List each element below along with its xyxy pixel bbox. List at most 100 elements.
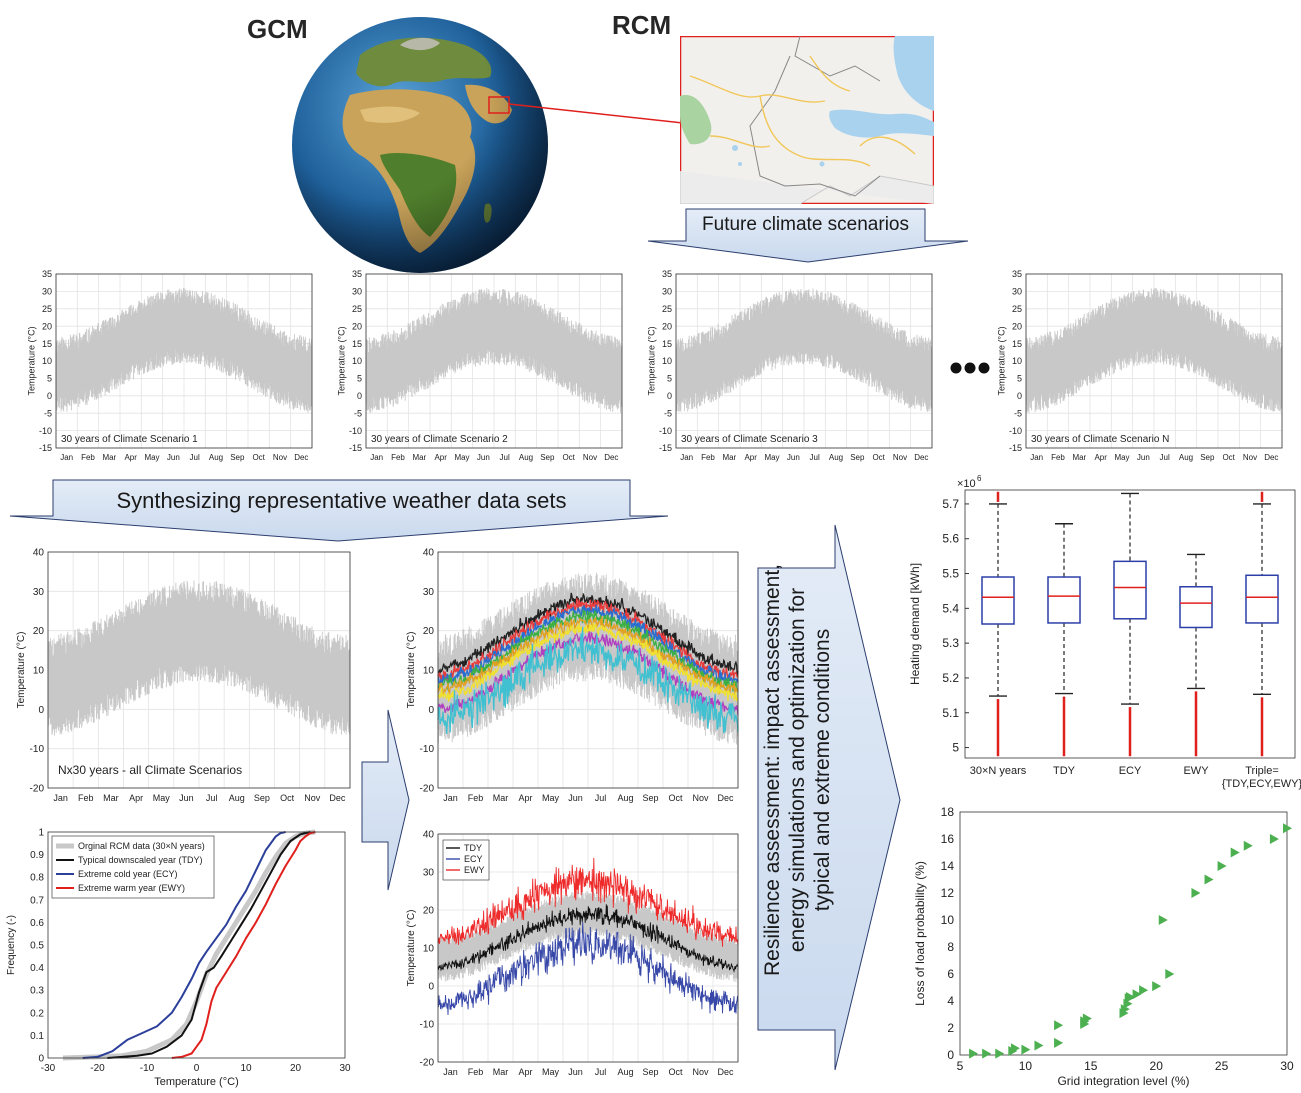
x-tick-label: Jun bbox=[179, 793, 194, 803]
y-tick-label: 30 bbox=[1012, 287, 1022, 297]
x-tick-label: 20 bbox=[1150, 1059, 1164, 1073]
tdy-ecy-ewy-chart: -20 -10 0 10 20 30 40 Jan Feb Mar Apr May Jun Jul Aug S… bbox=[406, 830, 739, 1077]
y-tick-label: 40 bbox=[423, 830, 435, 841]
y-tick-label: 2 bbox=[947, 1021, 954, 1035]
all-annotation: Nx30 years - all Climate Scenarios bbox=[58, 763, 242, 777]
y-tick-label: -10 bbox=[349, 426, 362, 436]
x-tick-label: Jun bbox=[787, 453, 800, 462]
x-tick-label: Jun bbox=[477, 453, 490, 462]
scatter-point bbox=[1054, 1037, 1064, 1048]
y-tick-label: 30 bbox=[423, 868, 435, 879]
x-tick-label: Nov bbox=[304, 793, 321, 803]
y-tick-label: -5 bbox=[1014, 408, 1022, 418]
x-tick-label: Jul bbox=[500, 453, 510, 462]
x-tick-label: Jul bbox=[810, 453, 820, 462]
series-line bbox=[437, 904, 739, 973]
scatter-point bbox=[1034, 1040, 1044, 1051]
x-tick-label: -30 bbox=[41, 1063, 56, 1074]
y-tick-label: 0.2 bbox=[30, 1008, 44, 1019]
x-tick-label: May bbox=[144, 453, 159, 462]
y-tick-label: 5.3 bbox=[942, 636, 959, 650]
y-tick-label: 0 bbox=[38, 705, 44, 716]
x-tick-label: 30 bbox=[339, 1063, 351, 1074]
y-axis-label: Heating demand [kWh] bbox=[908, 563, 922, 685]
y-tick-label: 0.3 bbox=[30, 986, 44, 997]
y-tick-label: 12 bbox=[941, 886, 955, 900]
y-tick-label: 0 bbox=[667, 391, 672, 401]
axis-multiplier: ×10 bbox=[957, 478, 976, 490]
x-tick-label: Oct bbox=[280, 793, 295, 803]
x-tick-label: -20 bbox=[90, 1063, 105, 1074]
rcm-label: RCM bbox=[612, 10, 672, 40]
x-tick-label: Jul bbox=[206, 793, 218, 803]
series-line bbox=[437, 609, 739, 692]
y-tick-label: 30 bbox=[423, 587, 435, 598]
x-tick-label: Dec bbox=[294, 453, 308, 462]
y-tick-label: 35 bbox=[1012, 269, 1022, 279]
x-tick-label: Oct bbox=[668, 793, 683, 803]
x-tick-label: Mar bbox=[722, 453, 736, 462]
y-tick-label: 5 bbox=[952, 741, 959, 755]
x-tick-label: Feb bbox=[81, 453, 95, 462]
y-tick-label: 15 bbox=[42, 339, 52, 349]
resilience-banner-label: Resilience assessment: impact assessment… bbox=[760, 520, 840, 1020]
scatter-point bbox=[1269, 834, 1279, 844]
y-tick-label: 30 bbox=[662, 287, 672, 297]
plot-frame bbox=[964, 489, 1296, 759]
y-tick-label: 10 bbox=[1012, 356, 1022, 366]
y-tick-label: 5.7 bbox=[942, 497, 959, 511]
x-tick-label: Jul bbox=[595, 793, 607, 803]
plot-frame bbox=[47, 831, 346, 1059]
scenario-3-chart: -15 -10 -5 0 5 10 15 20 25 30 35 Jan Feb Mar Apr May Jun… bbox=[646, 269, 933, 462]
y-tick-label: 1 bbox=[38, 828, 44, 839]
x-tick-label: Nov bbox=[273, 453, 287, 462]
x-tick-label: Jan bbox=[443, 793, 458, 803]
plot-frame bbox=[959, 811, 1288, 1056]
y-tick-label: 0 bbox=[38, 1054, 44, 1065]
legend-label: Extreme cold year (ECY) bbox=[78, 869, 178, 879]
x-tick-label: Oct bbox=[668, 1067, 683, 1077]
x-tick-label: Jun bbox=[568, 1067, 583, 1077]
x-tick-label: Nov bbox=[1243, 453, 1257, 462]
all-scenarios-chart: -20 -10 0 10 20 30 40 Jan Feb Mar Apr May Jun Jul Aug S… bbox=[16, 548, 351, 803]
x-tick-label: May bbox=[542, 793, 560, 803]
x-tick-label: Mar bbox=[102, 453, 116, 462]
y-tick-label: -20 bbox=[420, 1058, 435, 1069]
x-tick-label: Apr bbox=[518, 793, 532, 803]
x-tick-label: Feb bbox=[1051, 453, 1065, 462]
scatter-point bbox=[1230, 847, 1240, 858]
legend-box bbox=[51, 835, 215, 899]
x-tick-label: Aug bbox=[1179, 453, 1193, 462]
x-tick-label: Apr bbox=[744, 453, 757, 462]
x-tick-label: Dec bbox=[717, 793, 734, 803]
x-tick-label: Aug bbox=[617, 793, 633, 803]
x-tick-label: 5 bbox=[957, 1059, 964, 1073]
scatter-point bbox=[1010, 1043, 1020, 1054]
x-tick-label: Aug bbox=[829, 453, 843, 462]
x-tick-label: Sep bbox=[642, 793, 658, 803]
x-tick-label: TDY bbox=[1053, 765, 1076, 777]
x-tick-label: Dec bbox=[1264, 453, 1278, 462]
x-tick-label: Dec bbox=[914, 453, 928, 462]
x-tick-label: Feb bbox=[78, 793, 94, 803]
x-tick-label: Nov bbox=[692, 793, 709, 803]
y-tick-label: 5.4 bbox=[942, 601, 959, 615]
x-tick-label: Mar bbox=[493, 793, 509, 803]
x-tick-label: Nov bbox=[893, 453, 907, 462]
scatter-point bbox=[969, 1048, 979, 1059]
legend-box bbox=[442, 839, 490, 881]
y-tick-label: -10 bbox=[1009, 426, 1022, 436]
x-tick-label: Jan bbox=[443, 1067, 458, 1077]
y-tick-label: -5 bbox=[44, 408, 52, 418]
scatter-point bbox=[1139, 985, 1149, 996]
y-tick-label: -20 bbox=[30, 784, 45, 795]
cdf-line bbox=[62, 829, 316, 1061]
x-tick-label: 25 bbox=[1215, 1059, 1229, 1073]
y-tick-label: 35 bbox=[352, 269, 362, 279]
scatter-point bbox=[1120, 1004, 1130, 1015]
y-tick-label: 5 bbox=[1017, 374, 1022, 384]
x-tick-label: Nov bbox=[692, 1067, 709, 1077]
x-tick-label: Sep bbox=[230, 453, 245, 462]
y-axis-label: Temperature (°C) bbox=[406, 632, 417, 709]
